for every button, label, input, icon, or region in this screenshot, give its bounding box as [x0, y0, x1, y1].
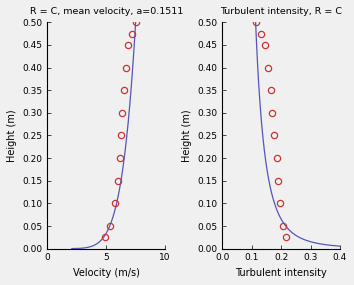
Y-axis label: Height (m): Height (m) — [7, 109, 17, 162]
X-axis label: Velocity (m/s): Velocity (m/s) — [73, 268, 140, 278]
X-axis label: Turbulent intensity: Turbulent intensity — [235, 268, 327, 278]
Title: R = C, mean velocity, a=0.1511: R = C, mean velocity, a=0.1511 — [30, 7, 183, 16]
Title: Turbulent intensity, R = C: Turbulent intensity, R = C — [220, 7, 342, 16]
Y-axis label: Height (m): Height (m) — [182, 109, 192, 162]
